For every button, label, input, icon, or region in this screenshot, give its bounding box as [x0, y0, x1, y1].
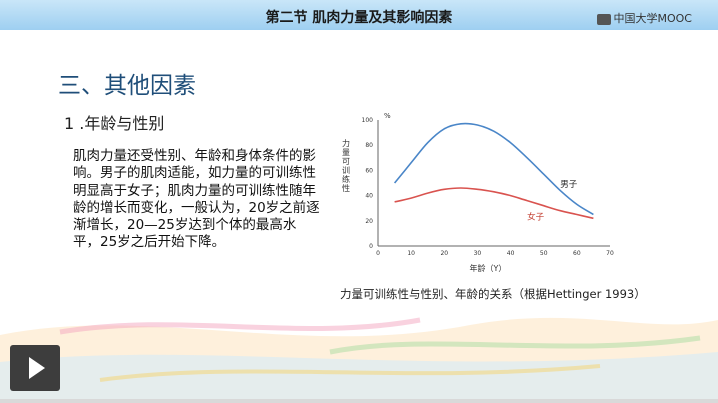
- x-tick-label: 50: [540, 250, 548, 257]
- x-tick-label: 0: [376, 250, 380, 257]
- y-tick-label: 100: [362, 117, 374, 124]
- x-tick-label: 60: [573, 250, 581, 257]
- mooc-logo-icon: [596, 13, 611, 25]
- decorative-background: [0, 317, 718, 403]
- y-unit-label: %: [384, 112, 391, 120]
- series-line-female: [394, 187, 594, 220]
- section-title: 三、其他因素: [58, 73, 196, 99]
- y-axis-label-char: 性: [342, 183, 350, 193]
- video-progress-bar[interactable]: [0, 399, 718, 403]
- y-axis-label-char: 训: [342, 166, 350, 175]
- brand-name: 中国大学MOOC: [613, 12, 693, 25]
- chart-caption: 力量可训练性与性别、年龄的关系（根据Hettinger 1993）: [340, 287, 646, 301]
- x-tick-label: 30: [474, 250, 482, 257]
- play-button[interactable]: [10, 345, 60, 391]
- y-tick-label: 40: [365, 193, 373, 200]
- series-label-female: 女子: [527, 212, 545, 223]
- x-tick-label: 10: [407, 250, 415, 257]
- x-tick-label: 70: [606, 250, 614, 257]
- y-tick-label: 60: [365, 167, 373, 174]
- y-axis-label-char: 练: [342, 174, 350, 184]
- brand-logo: 中国大学MOOC: [596, 10, 693, 26]
- body-text: 肌肉力量还受性别、年龄和身体条件的影响。男子的肌肉适能，如力量的可训练性明显高于…: [73, 148, 320, 251]
- y-tick-label: 0: [369, 243, 373, 250]
- slide-header-title: 第二节 肌肉力量及其影响因素: [265, 10, 453, 26]
- series-label-male: 男子: [560, 180, 578, 190]
- series-line-male: [393, 122, 594, 216]
- slide-header: 第二节 肌肉力量及其影响因素 中国大学MOOC: [0, 0, 718, 30]
- y-tick-label: 80: [365, 142, 373, 149]
- x-axis-label: 年龄（Y）: [470, 263, 507, 273]
- sub-title: 1 .年龄与性别: [64, 114, 165, 133]
- y-tick-label: 20: [365, 218, 373, 225]
- x-tick-label: 20: [440, 250, 448, 257]
- y-axis-label-char: 量: [342, 148, 350, 157]
- x-tick-label: 40: [507, 250, 515, 257]
- y-axis-label-char: 可: [342, 157, 350, 166]
- y-axis-label-char: 力: [342, 138, 350, 148]
